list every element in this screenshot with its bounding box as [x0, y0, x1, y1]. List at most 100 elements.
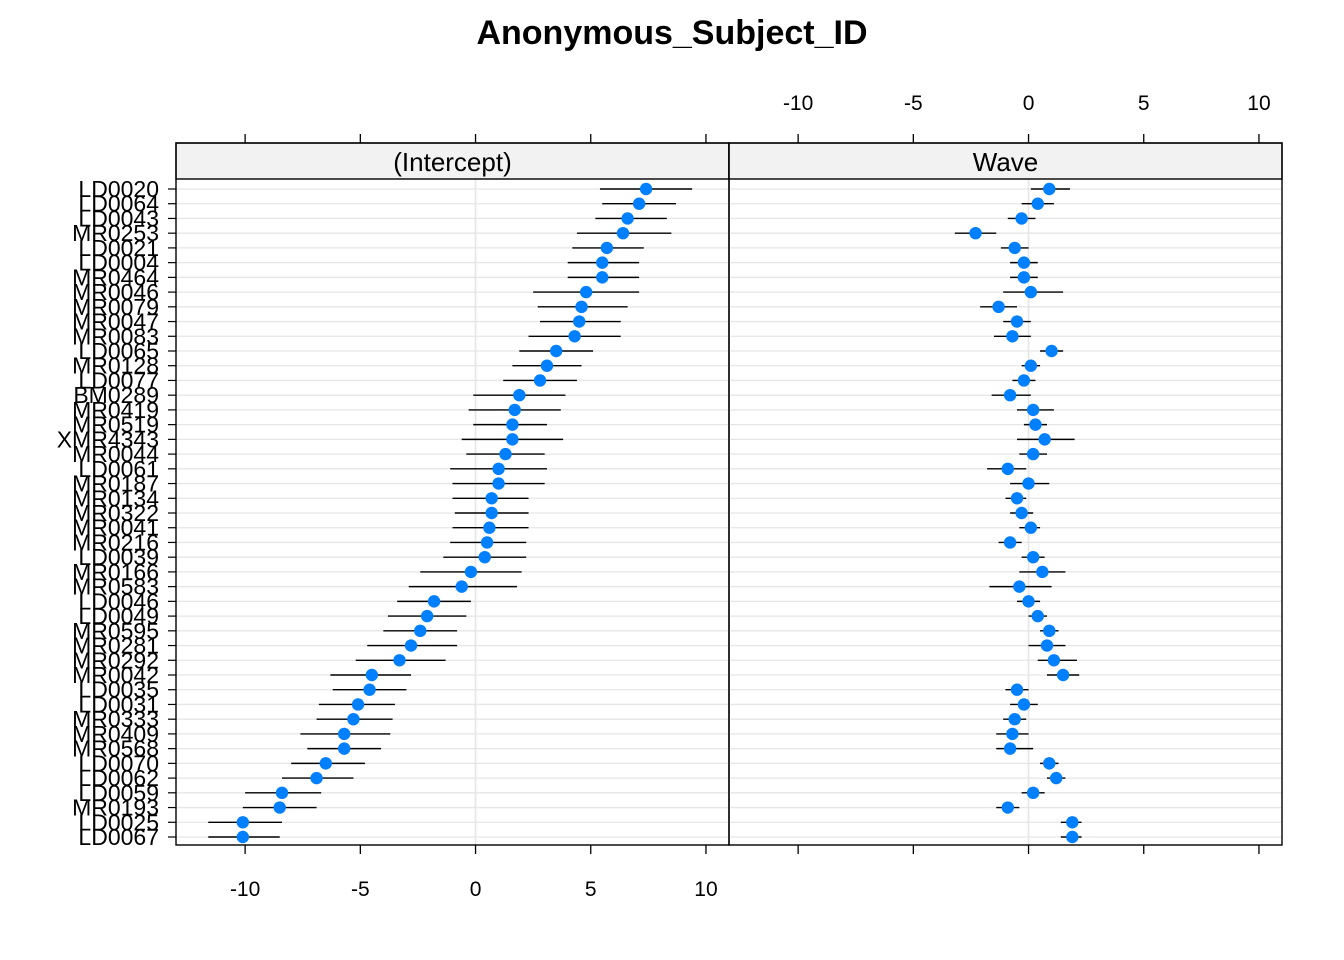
x-tick-label: 0: [470, 878, 482, 901]
y-tick-label: MR0292: [72, 647, 159, 673]
y-tick-label: LD0046: [78, 588, 159, 614]
y-tick-label: MR0193: [72, 795, 159, 821]
y-tick-label: LD0031: [78, 691, 159, 717]
estimate-point: [575, 300, 588, 314]
y-tick-label: MR0333: [72, 706, 159, 732]
estimate-point: [1017, 256, 1031, 269]
estimate-point: [596, 256, 609, 269]
estimate-point: [1017, 698, 1031, 711]
estimate-point: [338, 742, 351, 755]
y-tick-label: MR0519: [72, 412, 159, 438]
y-tick-label: MR0166: [72, 559, 159, 585]
y-tick-label: MR0046: [72, 279, 159, 305]
estimate-point: [1013, 580, 1026, 593]
estimate-point: [485, 492, 498, 505]
estimate-point: [508, 403, 521, 417]
x-tick-label: -5: [904, 92, 923, 115]
estimate-point: [1066, 816, 1079, 829]
y-tick-label: LD0059: [78, 780, 159, 806]
y-tick-label: MR0079: [72, 294, 159, 320]
estimate-point: [1003, 742, 1017, 755]
estimate-point: [1031, 197, 1044, 210]
strip-label: Wave: [973, 147, 1039, 177]
estimate-point: [236, 816, 250, 829]
estimate-point: [639, 182, 653, 196]
y-tick-label: LD0065: [78, 338, 159, 364]
y-tick-label: MR0464: [72, 264, 159, 290]
estimate-point: [568, 330, 581, 343]
estimate-point: [483, 521, 496, 534]
x-tick-label: -10: [783, 92, 813, 115]
y-tick-label: LD0025: [78, 809, 159, 835]
estimate-point: [513, 388, 526, 402]
panel-border: [728, 142, 1283, 846]
estimate-point: [478, 550, 491, 564]
y-tick-label: MR0568: [72, 736, 159, 762]
estimate-point: [365, 668, 379, 682]
estimate-point: [1049, 771, 1063, 785]
y-tick-label: LD0021: [78, 235, 159, 261]
y-tick-label: LD0039: [78, 544, 159, 570]
x-tick-label: 10: [694, 878, 717, 901]
estimate-point: [1006, 330, 1019, 343]
strip-label: (Intercept): [393, 147, 512, 177]
estimate-point: [1045, 344, 1058, 358]
estimate-point: [1008, 241, 1021, 255]
estimate-point: [596, 271, 609, 284]
panel-1: Wave -10 -5 0 5 10: [728, 92, 1283, 854]
y-tick-label: LD0035: [78, 677, 159, 703]
x-tick-label: -5: [351, 878, 370, 901]
estimate-point: [540, 359, 554, 372]
estimate-point: [1003, 536, 1017, 549]
estimate-point: [969, 226, 982, 240]
x-tick-label: 0: [1023, 92, 1035, 115]
estimate-point: [351, 698, 365, 711]
x-tick-label: 5: [585, 878, 597, 901]
estimate-point: [319, 757, 332, 770]
estimate-point: [1026, 403, 1040, 417]
y-tick-label: MR0047: [72, 309, 159, 335]
estimate-point: [1026, 786, 1040, 800]
y-tick-label: MR0216: [72, 529, 159, 555]
estimate-point: [1026, 550, 1040, 564]
estimate-point: [1001, 801, 1015, 814]
y-tick-label: LD0043: [78, 205, 159, 231]
estimate-point: [600, 241, 614, 255]
estimate-point: [506, 433, 519, 446]
estimate-point: [1066, 830, 1079, 844]
estimate-point: [1031, 609, 1044, 623]
y-tick-label: MR0128: [72, 353, 159, 379]
estimate-point: [499, 447, 512, 461]
estimate-point: [1006, 727, 1019, 741]
y-tick-label: MR0134: [72, 485, 159, 511]
estimate-point: [404, 639, 418, 652]
estimate-point: [621, 212, 634, 225]
estimate-point: [1026, 447, 1040, 461]
y-tick-label: MR0322: [72, 500, 159, 526]
estimate-point: [1024, 285, 1038, 299]
estimate-point: [338, 727, 351, 741]
y-tick-label: LD0067: [78, 824, 159, 850]
estimate-point: [236, 830, 250, 844]
y-tick-label: MR0083: [72, 323, 159, 349]
estimate-point: [1010, 315, 1024, 328]
estimate-point: [455, 580, 468, 593]
y-tick-label: BM0289: [73, 382, 159, 408]
estimate-point: [363, 683, 376, 696]
estimate-point: [1047, 654, 1061, 667]
y-tick-label: MR0281: [72, 633, 159, 659]
estimate-point: [420, 609, 434, 623]
estimate-point: [573, 315, 586, 328]
estimate-point: [1043, 624, 1056, 638]
estimate-point: [579, 285, 593, 299]
y-tick-label: MR0253: [72, 220, 159, 246]
x-tick-label: -10: [230, 878, 260, 901]
estimate-point: [1036, 565, 1049, 579]
estimate-point: [533, 374, 547, 387]
estimate-point: [1056, 668, 1070, 682]
estimate-point: [414, 624, 427, 638]
chart-title: Anonymous_Subject_ID: [476, 14, 867, 52]
estimate-point: [1029, 418, 1042, 431]
estimate-point: [1022, 595, 1035, 608]
